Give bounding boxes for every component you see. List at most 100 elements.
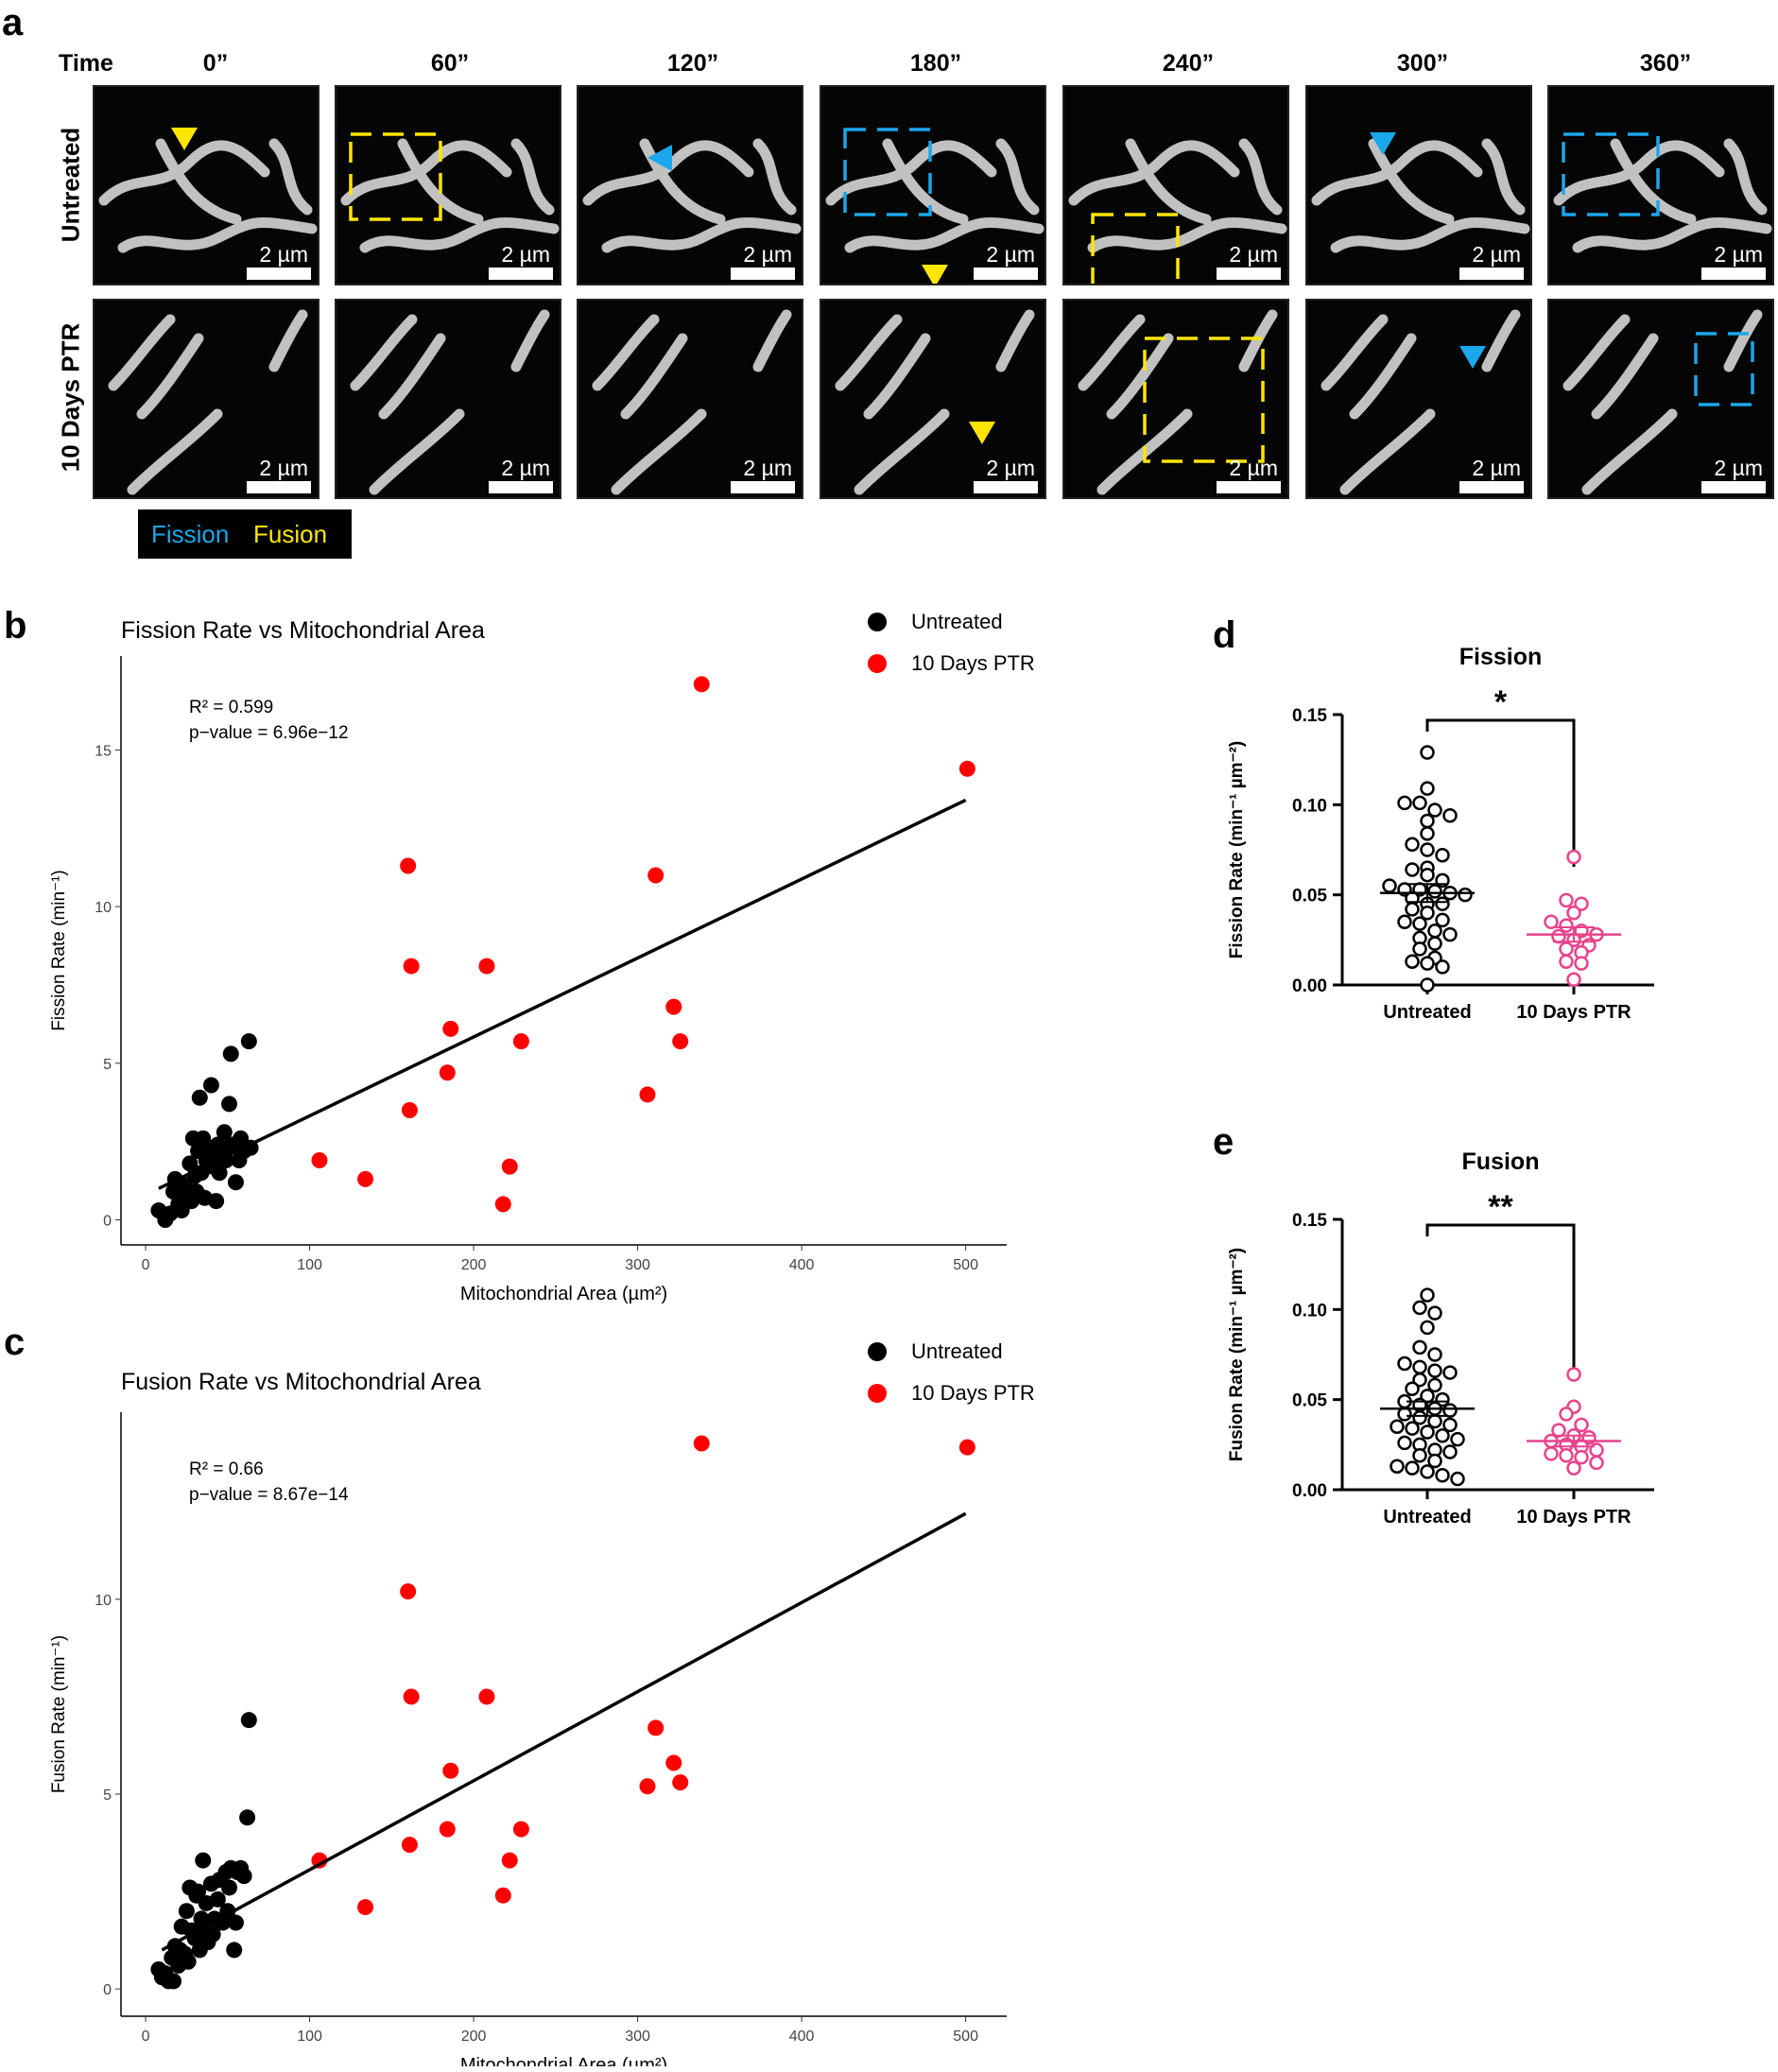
- time-header: Time: [59, 50, 113, 77]
- dot-point-ptr: [1574, 1417, 1589, 1433]
- scale-bar: [489, 268, 553, 280]
- scatter-point-ptr: [357, 1899, 374, 1916]
- mitochondria-network: [98, 138, 318, 253]
- dot-point-untreated: [1405, 902, 1420, 917]
- x-tick-label: 100: [297, 2029, 322, 2045]
- scatter-point-ptr: [401, 1102, 418, 1119]
- micrograph-r1-c5: 2 µm: [1305, 299, 1532, 499]
- y-axis-label: Fission Rate (min⁻¹): [49, 870, 69, 1031]
- dot-point-ptr: [1574, 956, 1589, 971]
- y-tick-label: 0: [103, 1213, 112, 1229]
- scatter-point-ptr: [478, 1688, 495, 1705]
- panel-letter-a: a: [2, 2, 24, 43]
- x-tick-label: Untreated: [1383, 1507, 1471, 1528]
- scale-bar: [1459, 481, 1524, 493]
- dot-point-untreated: [1442, 1444, 1458, 1459]
- fission-fusion-legend: Fission Fusion: [138, 509, 352, 559]
- scale-bar-label: 2 µm: [1229, 456, 1278, 480]
- dot-point-untreated: [1442, 1403, 1458, 1418]
- event-arrowhead-icon: [647, 145, 672, 171]
- dot-point-ptr: [1566, 1460, 1581, 1476]
- dot-point-untreated: [1420, 1287, 1435, 1303]
- scale-bar-label: 2 µm: [1472, 242, 1521, 267]
- scatter-point-ptr: [672, 1033, 689, 1050]
- scale-bar: [731, 268, 795, 280]
- event-box: [1143, 337, 1265, 463]
- dot-point-untreated: [1390, 1419, 1405, 1435]
- chart-title: Fission Rate vs Mitochondrial Area: [121, 617, 485, 644]
- x-tick-label: 300: [625, 2029, 650, 2045]
- scatter-point-untreated: [195, 1852, 212, 1869]
- mitochondria-network: [350, 309, 550, 495]
- dot-point-ptr: [1559, 1407, 1574, 1422]
- dot-point-untreated: [1420, 813, 1435, 829]
- event-box: [1562, 132, 1660, 216]
- dot-point-untreated: [1397, 914, 1412, 930]
- dot-point-ptr: [1566, 1367, 1581, 1382]
- event-arrowhead-icon: [1459, 346, 1486, 369]
- scatter-point-ptr: [311, 1852, 328, 1869]
- scatter-point-untreated: [240, 1712, 257, 1729]
- scale-bar-label: 2 µm: [259, 456, 308, 480]
- scatter-point-ptr: [512, 1033, 529, 1050]
- panel-letter-c: c: [4, 1321, 26, 1363]
- dot-point-ptr: [1544, 1446, 1559, 1461]
- dot-point-untreated: [1412, 916, 1427, 931]
- event-arrowhead-icon: [171, 128, 198, 150]
- scatter-point-untreated: [221, 1096, 238, 1113]
- scale-bar-label: 2 µm: [259, 242, 308, 267]
- y-tick-label: 0.10: [1292, 1301, 1327, 1321]
- scatter-point-ptr: [693, 1435, 710, 1452]
- scatter-point-ptr: [501, 1158, 518, 1175]
- dot-point-untreated: [1427, 924, 1442, 939]
- dot-point-ptr: [1566, 905, 1581, 921]
- micrograph-r1-c0: 2 µm: [93, 299, 319, 499]
- dot-point-untreated: [1435, 1428, 1450, 1443]
- dot-point-untreated: [1420, 905, 1435, 921]
- significance-stars: *: [1494, 684, 1508, 720]
- mitochondria-network: [340, 138, 560, 253]
- x-tick-label: 10 Days PTR: [1516, 1507, 1631, 1528]
- dot-point-untreated: [1405, 1421, 1420, 1436]
- dot-point-ptr: [1551, 928, 1566, 944]
- scale-bar: [974, 268, 1038, 280]
- scatter-point-untreated: [209, 1891, 226, 1908]
- x-tick-label: 0: [142, 1257, 150, 1273]
- row-label-untreated: Untreated: [56, 127, 85, 243]
- p-value-annotation: p−value = 8.67e−14: [189, 1485, 349, 1505]
- scale-bar: [247, 481, 311, 493]
- scatter-point-untreated: [240, 1033, 257, 1050]
- micrograph-r0-c5: 2 µm: [1305, 85, 1532, 285]
- scatter-point-untreated: [165, 1973, 182, 1990]
- event-arrowhead-icon: [922, 265, 948, 284]
- scatter-point-ptr: [647, 867, 665, 884]
- scatter-point-ptr: [647, 1719, 665, 1736]
- mitochondria-network: [582, 138, 802, 253]
- micrograph-r1-c4: 2 µm: [1062, 299, 1289, 499]
- y-tick-label: 5: [103, 1787, 112, 1804]
- scale-bar: [489, 481, 553, 493]
- micrograph-r1-c2: 2 µm: [577, 299, 803, 499]
- scatter-point-ptr: [958, 1439, 975, 1456]
- panel-letter-b: b: [4, 605, 27, 647]
- scatter-point-ptr: [311, 1152, 328, 1169]
- x-tick-label: 10 Days PTR: [1516, 1002, 1631, 1023]
- dot-point-untreated: [1435, 896, 1450, 911]
- scatter-point-untreated: [221, 1879, 238, 1896]
- dot-point-untreated: [1382, 878, 1397, 893]
- scale-bar: [1459, 268, 1524, 280]
- legend-fusion-label: Fusion: [253, 520, 328, 548]
- scatter-point-untreated: [226, 1942, 243, 1959]
- dot-point-untreated: [1427, 1453, 1442, 1469]
- legend-label: Untreated: [911, 610, 1003, 633]
- scatter-point-ptr: [400, 1583, 417, 1600]
- y-tick-label: 0.05: [1292, 1391, 1327, 1411]
- dot-point-untreated: [1397, 1435, 1412, 1451]
- dot-point-untreated: [1420, 826, 1435, 841]
- scatter-point-untreated: [178, 1903, 195, 1920]
- x-tick-label: 400: [789, 1257, 815, 1273]
- scale-bar-label: 2 µm: [743, 456, 792, 480]
- scale-bar-label: 2 µm: [986, 242, 1035, 267]
- x-tick-label: 500: [953, 1257, 978, 1273]
- dot-point-ptr: [1559, 892, 1574, 908]
